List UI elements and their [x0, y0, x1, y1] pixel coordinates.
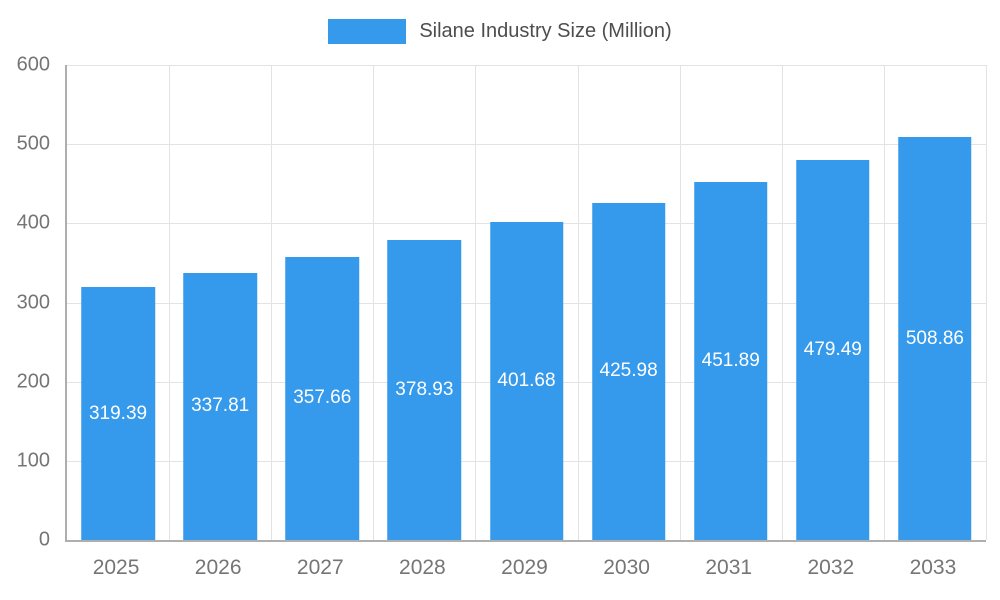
chart-legend: Silane Industry Size (Million) [0, 17, 1000, 45]
x-gridline [883, 65, 885, 540]
bar-value-label: 401.68 [497, 370, 556, 391]
bar-value-label: 508.86 [905, 327, 964, 349]
bar-value-label: 378.93 [395, 379, 454, 400]
bar-2026: 337.81 [183, 272, 257, 540]
bar-value-label: 319.39 [88, 402, 148, 424]
x-tick-label: 2029 [501, 556, 548, 579]
x-gridline [169, 65, 171, 540]
bar-2032: 479.49 [796, 160, 870, 540]
bar-value-label: 479.49 [803, 339, 862, 361]
bar-2033: 508.86 [898, 137, 972, 540]
y-tick-label: 400 [16, 211, 50, 234]
x-gridline [271, 65, 273, 540]
x-gridline [577, 65, 579, 540]
bar-2027: 357.66 [285, 256, 360, 540]
x-tick-label: 2025 [92, 556, 140, 579]
bar-value-label: 425.98 [599, 360, 658, 382]
plot-area: 319.39 337.81 357.66 378.93 401.68 425.98 451.… [65, 65, 987, 542]
bar-2031: 451.89 [693, 182, 768, 540]
y-tick-label: 100 [16, 449, 50, 472]
x-tick-label: 2031 [705, 556, 753, 579]
x-tick-label: 2033 [909, 556, 957, 579]
y-tick-label: 600 [16, 53, 50, 76]
y-gridline [67, 144, 986, 146]
x-gridline [475, 65, 477, 540]
bar-2029: 401.68 [489, 222, 564, 540]
legend-label: Silane Industry Size (Million) [419, 19, 672, 42]
y-tick-label: 200 [16, 370, 50, 393]
x-gridline [986, 65, 987, 540]
y-tick-label: 300 [16, 291, 50, 313]
x-gridline [373, 65, 375, 540]
y-tick-label: 0 [38, 528, 50, 551]
legend-color-swatch [328, 18, 407, 44]
x-gridline [679, 65, 681, 540]
y-gridline [67, 65, 986, 66]
bar-value-label: 337.81 [191, 395, 250, 417]
bar-value-label: 451.89 [701, 350, 760, 372]
x-tick-label: 2027 [296, 556, 344, 579]
bar-value-label: 357.66 [293, 387, 352, 409]
bar-2025: 319.39 [81, 287, 155, 540]
bar-2030: 425.98 [591, 202, 666, 540]
x-tick-label: 2030 [603, 556, 650, 579]
bar-2028: 378.93 [387, 240, 462, 540]
x-tick-label: 2028 [399, 556, 446, 579]
y-tick-label: 500 [16, 132, 50, 155]
x-tick-label: 2026 [194, 556, 242, 579]
x-tick-label: 2032 [807, 556, 855, 579]
x-gridline [781, 65, 783, 540]
x-axis: 2025 2026 2027 2028 2029 2030 2031 2032 2033 [65, 548, 984, 588]
y-axis: 0 100 200 300 400 500 600 [0, 54, 58, 551]
